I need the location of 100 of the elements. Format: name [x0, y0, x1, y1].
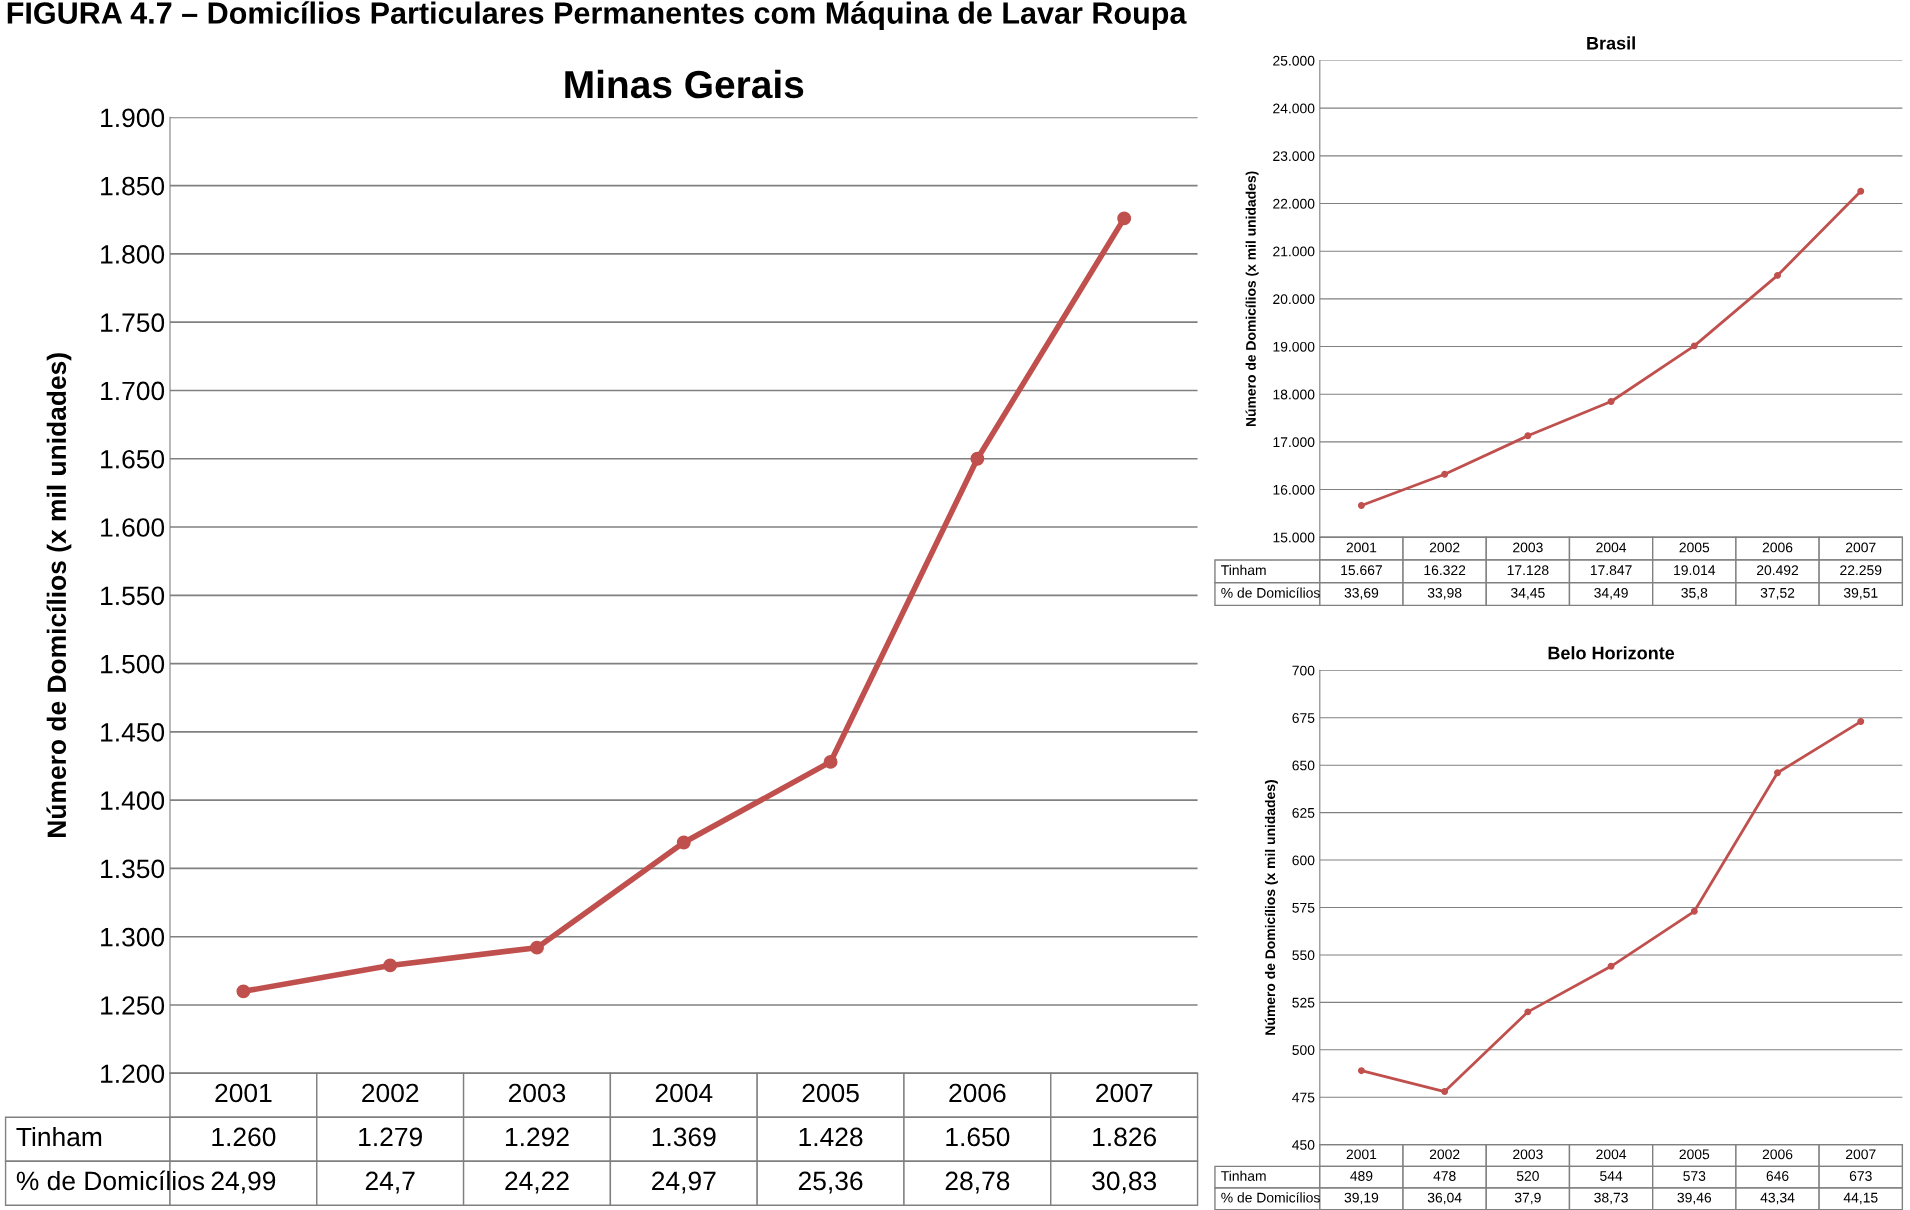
y-tick-label: 19.000 — [1273, 341, 1315, 352]
text: 38,73 — [1594, 1192, 1628, 1205]
data-label: 489 — [1350, 1171, 1373, 1181]
y-tick-label: 675 — [1292, 713, 1315, 723]
data-label: 1.292 — [505, 1127, 569, 1147]
point — [1441, 470, 1449, 478]
x-tick-label: 2007 — [1846, 542, 1876, 553]
data-label: 19.014 — [1674, 565, 1716, 576]
data-label: 544 — [1600, 1171, 1623, 1181]
y-tick-label: 650 — [1292, 760, 1315, 771]
x-tick-label: 2002 — [1429, 542, 1460, 553]
x-tick-label: 2005 — [1679, 542, 1710, 553]
y-tick-label: 22.000 — [1273, 198, 1315, 209]
text: 33,98 — [1427, 587, 1462, 600]
text: 34,49 — [1594, 587, 1628, 600]
data-label: 520 — [1516, 1171, 1539, 1181]
text: 24,97 — [652, 1171, 716, 1194]
point — [1357, 1067, 1365, 1075]
x-tick-label: 2004 — [655, 1083, 713, 1103]
y-tick-label: 1.850 — [101, 176, 165, 196]
text: FIGURA 4.7 – Domicílios Particulares Permanentes com Máquina de Lavar Roupa — [7, 1, 1187, 30]
y-tick-label: 1.800 — [101, 245, 165, 264]
point — [1357, 501, 1365, 509]
point — [1857, 187, 1865, 195]
y-tick-label: 24.000 — [1273, 103, 1315, 114]
data-label: 20.492 — [1756, 565, 1799, 576]
x-tick-label: 2003 — [1513, 542, 1543, 553]
x-tick-label: 2005 — [802, 1083, 859, 1103]
x-tick-label: 2007 — [1846, 1149, 1876, 1160]
y-tick-label: 625 — [1292, 807, 1315, 818]
text: Tinham — [1221, 1170, 1266, 1181]
y-tick-label: 1.550 — [101, 586, 165, 606]
text: % de Domicílios — [1221, 1192, 1320, 1203]
point — [676, 835, 691, 850]
text: 24,22 — [505, 1171, 569, 1194]
point — [1441, 1088, 1449, 1096]
text: 28,78 — [945, 1171, 1010, 1194]
text: 44,15 — [1843, 1192, 1878, 1205]
data-label: 22.259 — [1840, 565, 1882, 576]
data-label: 478 — [1433, 1171, 1456, 1181]
y-tick-label: 1.450 — [101, 723, 165, 742]
text: Tinham — [1221, 564, 1266, 576]
text: 39,19 — [1344, 1192, 1379, 1205]
point — [530, 940, 544, 955]
data-label: 17.128 — [1507, 565, 1549, 576]
point — [236, 984, 251, 999]
y-tick-label: 700 — [1292, 665, 1315, 676]
text: 25,36 — [798, 1171, 863, 1194]
y-tick-label: 1.900 — [101, 108, 165, 128]
chart-title: Brasil — [1587, 36, 1635, 50]
point — [1524, 1008, 1532, 1016]
point — [383, 958, 398, 973]
text: % de Domicílios — [16, 1170, 205, 1191]
text: 39,51 — [1843, 587, 1878, 600]
point — [1857, 718, 1865, 726]
x-tick-label: 2004 — [1596, 1149, 1627, 1160]
point — [1524, 432, 1532, 440]
y-tick-label: 600 — [1292, 855, 1315, 866]
text: Tinham — [16, 1126, 102, 1147]
data-label: 16.322 — [1424, 565, 1466, 576]
data-label: 1.279 — [359, 1127, 422, 1147]
y-tick-label: 475 — [1292, 1092, 1315, 1103]
y-tick-label: 525 — [1292, 997, 1315, 1008]
point — [1774, 769, 1782, 777]
text: 37,9 — [1514, 1192, 1541, 1205]
x-tick-label: 2002 — [1429, 1149, 1460, 1160]
y-tick-label: 23.000 — [1273, 151, 1315, 162]
data-label: 17.847 — [1590, 565, 1632, 576]
x-tick-label: 2002 — [362, 1083, 419, 1103]
x-tick-label: 2004 — [1596, 542, 1627, 553]
data-label: 646 — [1766, 1171, 1789, 1181]
y-tick-label: 550 — [1292, 950, 1315, 961]
y-tick-label: 16.000 — [1273, 484, 1315, 495]
x-tick-label: 2006 — [949, 1083, 1006, 1103]
x-tick-label: 2003 — [1513, 1149, 1543, 1160]
x-tick-label: 2006 — [1762, 1149, 1793, 1160]
y-tick-label: 1.250 — [101, 996, 165, 1015]
x-tick-label: 2005 — [1679, 1149, 1710, 1160]
point — [1607, 398, 1615, 405]
y-tick-label: 450 — [1292, 1139, 1315, 1150]
y-tick-label: 1.500 — [101, 654, 165, 674]
y-tick-label: 1.400 — [101, 791, 165, 810]
text: 39,46 — [1677, 1192, 1712, 1205]
y-tick-label: 15.000 — [1273, 532, 1315, 543]
point — [1690, 907, 1698, 915]
y-tick-label: 25.000 — [1273, 55, 1315, 66]
y-tick-label: 1.700 — [101, 381, 165, 401]
y-tick-label: 1.300 — [101, 927, 165, 947]
x-tick-label: 2001 — [1346, 1149, 1377, 1160]
text: % de Domicílios — [1221, 587, 1320, 598]
data-label: 1.369 — [652, 1127, 716, 1147]
text: 43,34 — [1760, 1192, 1795, 1205]
data-label: 15.667 — [1341, 565, 1382, 576]
chart-title: Minas Gerais — [565, 69, 804, 99]
point — [823, 754, 838, 769]
text: 33,69 — [1344, 587, 1379, 600]
text: 30,83 — [1092, 1171, 1157, 1194]
x-tick-label: 2001 — [1346, 542, 1377, 553]
text: 36,04 — [1427, 1192, 1462, 1205]
point — [970, 451, 985, 466]
